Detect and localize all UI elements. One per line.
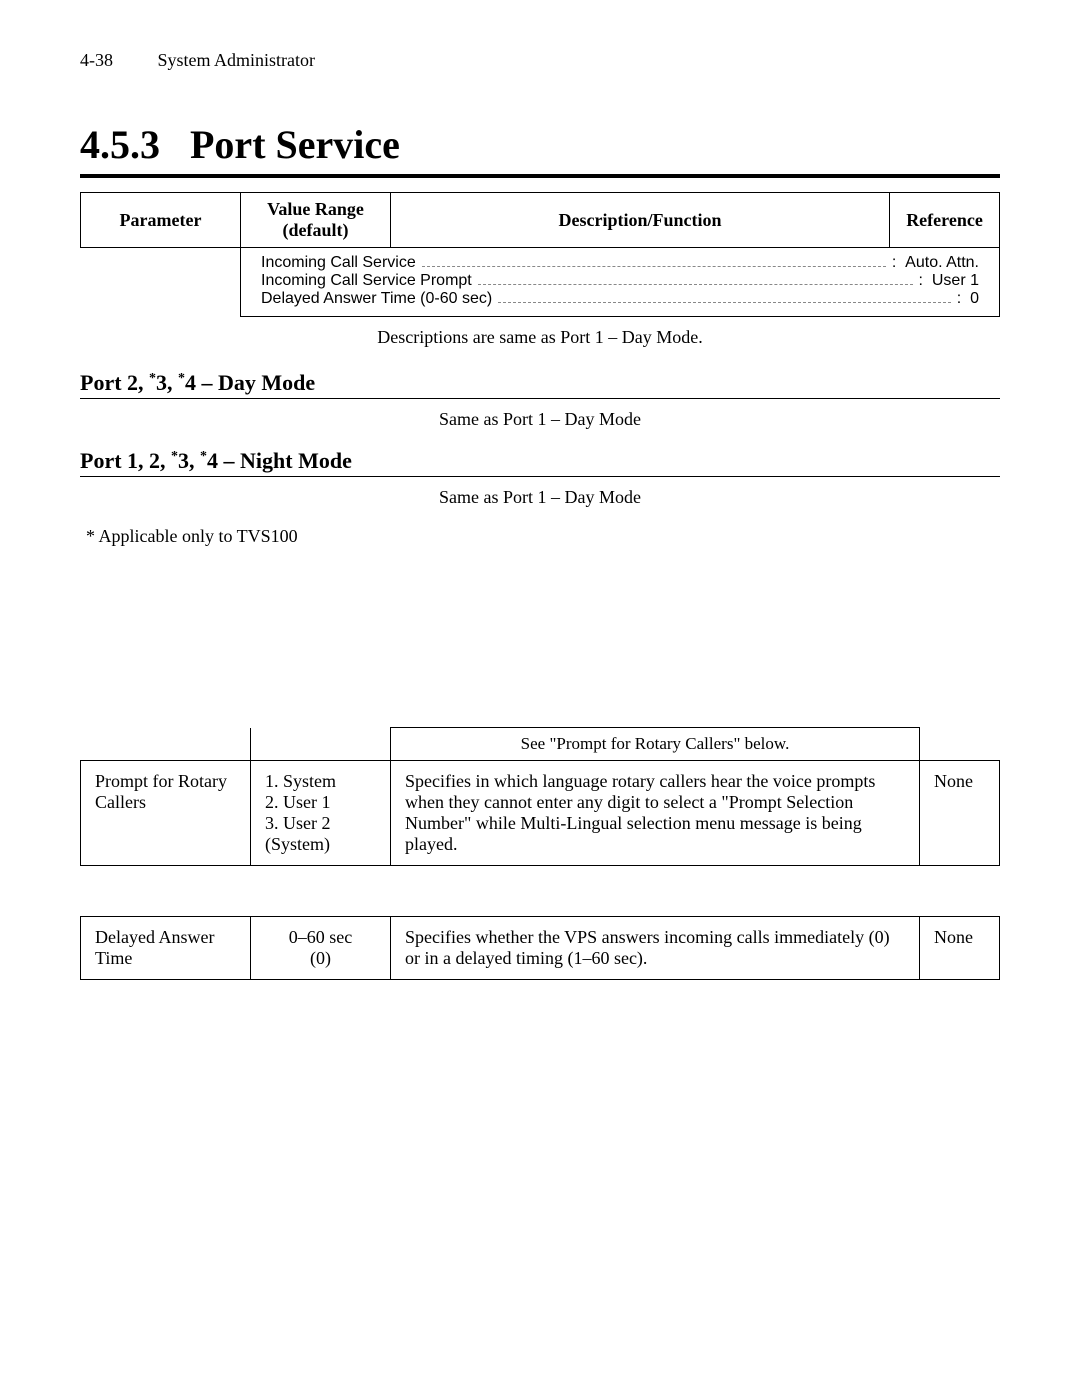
settings-label: Incoming Call Service (261, 254, 416, 272)
description-same-as: Descriptions are same as Port 1 – Day Mo… (80, 327, 1000, 348)
subheading-desc: Same as Port 1 – Day Mode (80, 409, 1000, 430)
col-reference: Reference (890, 193, 1000, 248)
title-rule (80, 174, 1000, 178)
applicable-note: * Applicable only to TVS100 (86, 526, 1000, 547)
prompt-range: 1. System 2. User 1 3. User 2 (System) (251, 761, 391, 866)
col-value-range: Value Range (default) (241, 193, 391, 248)
delayed-answer-table: Delayed Answer Time 0–60 sec (0) Specifi… (80, 916, 1000, 980)
section-number: 4.5.3 (80, 122, 160, 167)
col-parameter: Parameter (81, 193, 241, 248)
prompt-description: Specifies in which language rotary calle… (391, 761, 920, 866)
parameter-header-table: Parameter Value Range (default) Descript… (80, 192, 1000, 248)
settings-value: : User 1 (919, 272, 979, 290)
delayed-parameter: Delayed Answer Time (81, 917, 251, 980)
see-prompt-cell: See "Prompt for Rotary Callers" below. (391, 728, 920, 761)
content-table: See "Prompt for Rotary Callers" below. P… (80, 727, 1000, 866)
settings-block: Incoming Call Service : Auto. Attn. Inco… (240, 246, 1000, 317)
delayed-answer-row: Delayed Answer Time 0–60 sec (0) Specifi… (81, 917, 1000, 980)
table-header-row: Parameter Value Range (default) Descript… (81, 193, 1000, 248)
subheading-desc: Same as Port 1 – Day Mode (80, 487, 1000, 508)
prompt-parameter: Prompt for Rotary Callers (81, 761, 251, 866)
subheading-port1234-night: Port 1, 2, *3, *4 – Night Mode (80, 448, 1000, 477)
see-prompt-row: See "Prompt for Rotary Callers" below. (81, 728, 1000, 761)
settings-value: : 0 (957, 290, 979, 308)
delayed-reference: None (920, 917, 1000, 980)
asterisk-icon: * (178, 371, 185, 386)
dash-fill (498, 302, 951, 303)
page-number: 4-38 (80, 50, 113, 71)
prompt-rotary-row: Prompt for Rotary Callers 1. System 2. U… (81, 761, 1000, 866)
page-header-label: System Administrator (158, 50, 316, 70)
settings-line2: Incoming Call Service Prompt : User 1 (261, 272, 979, 290)
delayed-range: 0–60 sec (0) (251, 917, 391, 980)
page-header: 4-38 System Administrator (80, 50, 1000, 71)
asterisk-icon: * (171, 449, 178, 464)
section-name: Port Service (190, 122, 400, 167)
settings-label: Delayed Answer Time (0-60 sec) (261, 290, 492, 308)
settings-line1: Incoming Call Service : Auto. Attn. (261, 254, 979, 272)
dash-fill (422, 266, 886, 267)
settings-line3: Delayed Answer Time (0-60 sec) : 0 (261, 290, 979, 308)
prompt-reference: None (920, 761, 1000, 866)
settings-value: : Auto. Attn. (892, 254, 979, 272)
subheading-port234-day: Port 2, *3, *4 – Day Mode (80, 370, 1000, 399)
asterisk-icon: * (200, 449, 207, 464)
delayed-description: Specifies whether the VPS answers incomi… (391, 917, 920, 980)
dash-fill (478, 284, 913, 285)
settings-label: Incoming Call Service Prompt (261, 272, 472, 290)
section-title: 4.5.3 Port Service (80, 121, 1000, 168)
asterisk-icon: * (149, 371, 156, 386)
col-description: Description/Function (391, 193, 890, 248)
